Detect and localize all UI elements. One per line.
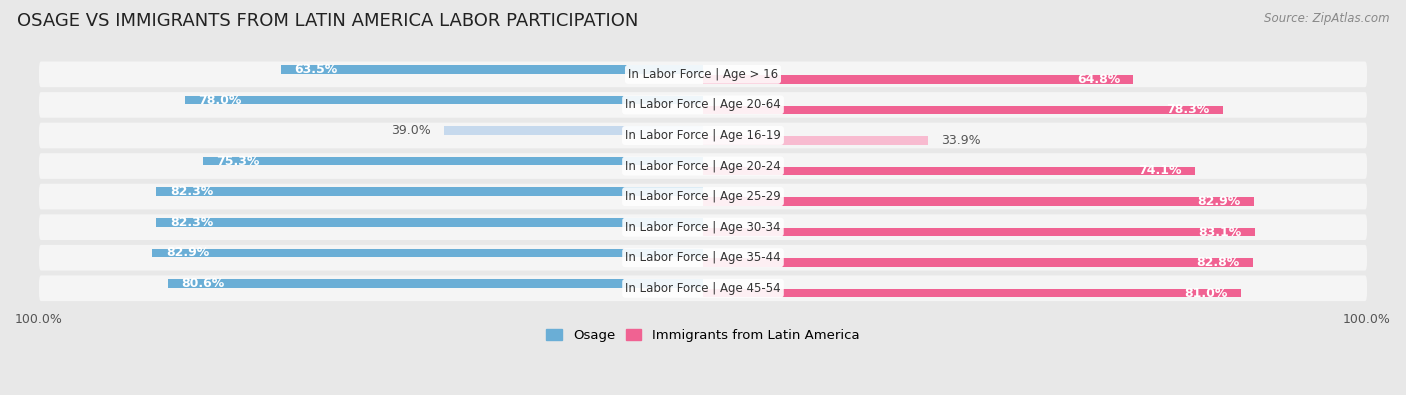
FancyBboxPatch shape [39, 92, 1367, 118]
Bar [167, 279, 703, 288]
Text: 82.8%: 82.8% [1197, 256, 1240, 269]
FancyBboxPatch shape [39, 214, 1367, 240]
Text: 81.0%: 81.0% [1184, 287, 1227, 300]
Text: 63.5%: 63.5% [295, 63, 337, 76]
Bar [703, 258, 1253, 267]
Text: 78.0%: 78.0% [198, 94, 242, 107]
Text: 82.9%: 82.9% [1197, 195, 1240, 208]
FancyBboxPatch shape [39, 275, 1367, 301]
Bar [444, 126, 703, 135]
Legend: Osage, Immigrants from Latin America: Osage, Immigrants from Latin America [541, 324, 865, 347]
Bar [703, 105, 1223, 114]
Text: In Labor Force | Age 30-34: In Labor Force | Age 30-34 [626, 221, 780, 234]
Text: 82.9%: 82.9% [166, 246, 209, 260]
Text: Source: ZipAtlas.com: Source: ZipAtlas.com [1264, 12, 1389, 25]
Bar [156, 188, 703, 196]
Bar [703, 136, 928, 145]
Text: 80.6%: 80.6% [181, 277, 225, 290]
Text: In Labor Force | Age 20-24: In Labor Force | Age 20-24 [626, 160, 780, 173]
Bar [281, 65, 703, 74]
Bar [703, 75, 1133, 83]
Text: In Labor Force | Age 16-19: In Labor Force | Age 16-19 [626, 129, 780, 142]
Bar [703, 289, 1241, 297]
FancyBboxPatch shape [39, 245, 1367, 271]
Text: In Labor Force | Age > 16: In Labor Force | Age > 16 [628, 68, 778, 81]
Text: 75.3%: 75.3% [217, 155, 260, 167]
Text: In Labor Force | Age 35-44: In Labor Force | Age 35-44 [626, 251, 780, 264]
Text: 78.3%: 78.3% [1167, 103, 1209, 116]
Text: OSAGE VS IMMIGRANTS FROM LATIN AMERICA LABOR PARTICIPATION: OSAGE VS IMMIGRANTS FROM LATIN AMERICA L… [17, 12, 638, 30]
Text: 33.9%: 33.9% [942, 134, 981, 147]
Bar [703, 167, 1195, 175]
Text: 82.3%: 82.3% [170, 185, 212, 198]
Bar [202, 157, 703, 166]
FancyBboxPatch shape [39, 62, 1367, 87]
Text: 39.0%: 39.0% [391, 124, 430, 137]
FancyBboxPatch shape [39, 184, 1367, 209]
Text: 82.3%: 82.3% [170, 216, 212, 229]
Text: 74.1%: 74.1% [1139, 164, 1182, 177]
FancyBboxPatch shape [39, 123, 1367, 148]
Text: 83.1%: 83.1% [1198, 226, 1241, 239]
Bar [152, 248, 703, 257]
Text: 64.8%: 64.8% [1077, 73, 1121, 86]
FancyBboxPatch shape [39, 153, 1367, 179]
Bar [186, 96, 703, 104]
Bar [156, 218, 703, 227]
Text: In Labor Force | Age 20-64: In Labor Force | Age 20-64 [626, 98, 780, 111]
Text: In Labor Force | Age 45-54: In Labor Force | Age 45-54 [626, 282, 780, 295]
Bar [703, 197, 1254, 206]
Bar [703, 228, 1254, 236]
Text: In Labor Force | Age 25-29: In Labor Force | Age 25-29 [626, 190, 780, 203]
